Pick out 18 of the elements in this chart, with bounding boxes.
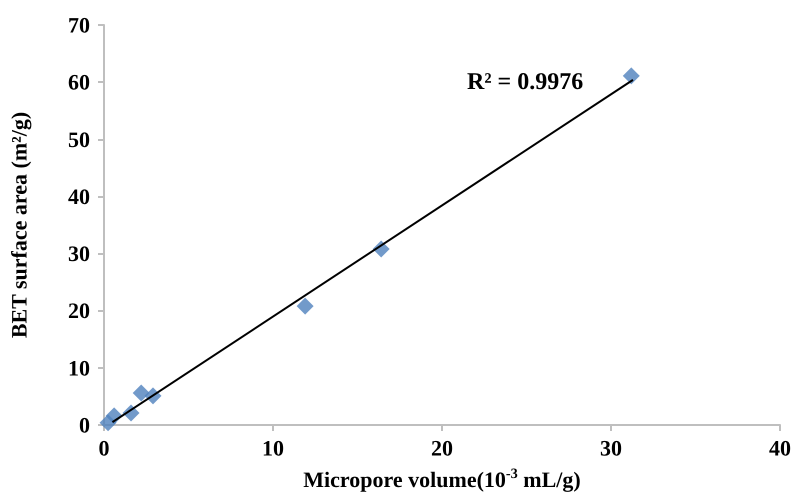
- y-axis-title: BET surface area (m²/g): [6, 112, 32, 338]
- annotation: R² = 0.9976: [467, 69, 584, 95]
- y-tick-label: 60: [68, 70, 90, 95]
- y-tick-label: 10: [68, 355, 90, 380]
- x-tick-label: 30: [600, 436, 622, 460]
- x-tick-label: 20: [431, 436, 453, 460]
- y-tick-label: 50: [68, 126, 90, 152]
- y-tick-label: 20: [68, 298, 90, 324]
- x-tick-label: 10: [262, 436, 284, 460]
- y-tick-label: 70: [68, 12, 90, 38]
- point: [296, 298, 314, 315]
- y-tick-label: 30: [68, 241, 90, 266]
- x-tick-label: 40: [769, 436, 791, 460]
- point: [622, 67, 640, 84]
- point: [132, 384, 150, 402]
- y-tick-label: 0: [79, 412, 90, 438]
- y-tick-label: 40: [68, 184, 90, 209]
- x-tick-label: 0: [98, 436, 110, 460]
